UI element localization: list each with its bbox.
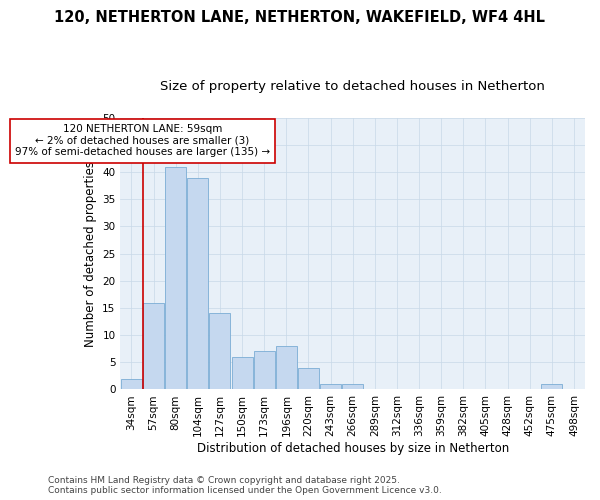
Text: Contains HM Land Registry data © Crown copyright and database right 2025.
Contai: Contains HM Land Registry data © Crown c… xyxy=(48,476,442,495)
Bar xyxy=(298,368,319,390)
Bar xyxy=(121,378,142,390)
Bar xyxy=(342,384,363,390)
X-axis label: Distribution of detached houses by size in Netherton: Distribution of detached houses by size … xyxy=(197,442,509,455)
Bar xyxy=(187,178,208,390)
Y-axis label: Number of detached properties: Number of detached properties xyxy=(84,160,97,346)
Bar xyxy=(276,346,297,390)
Bar xyxy=(209,314,230,390)
Bar xyxy=(541,384,562,390)
Bar xyxy=(254,352,275,390)
Title: Size of property relative to detached houses in Netherton: Size of property relative to detached ho… xyxy=(160,80,545,93)
Text: 120, NETHERTON LANE, NETHERTON, WAKEFIELD, WF4 4HL: 120, NETHERTON LANE, NETHERTON, WAKEFIEL… xyxy=(55,10,545,25)
Bar xyxy=(232,357,253,390)
Bar xyxy=(320,384,341,390)
Bar xyxy=(143,302,164,390)
Text: 120 NETHERTON LANE: 59sqm
← 2% of detached houses are smaller (3)
97% of semi-de: 120 NETHERTON LANE: 59sqm ← 2% of detach… xyxy=(15,124,270,158)
Bar xyxy=(165,166,186,390)
